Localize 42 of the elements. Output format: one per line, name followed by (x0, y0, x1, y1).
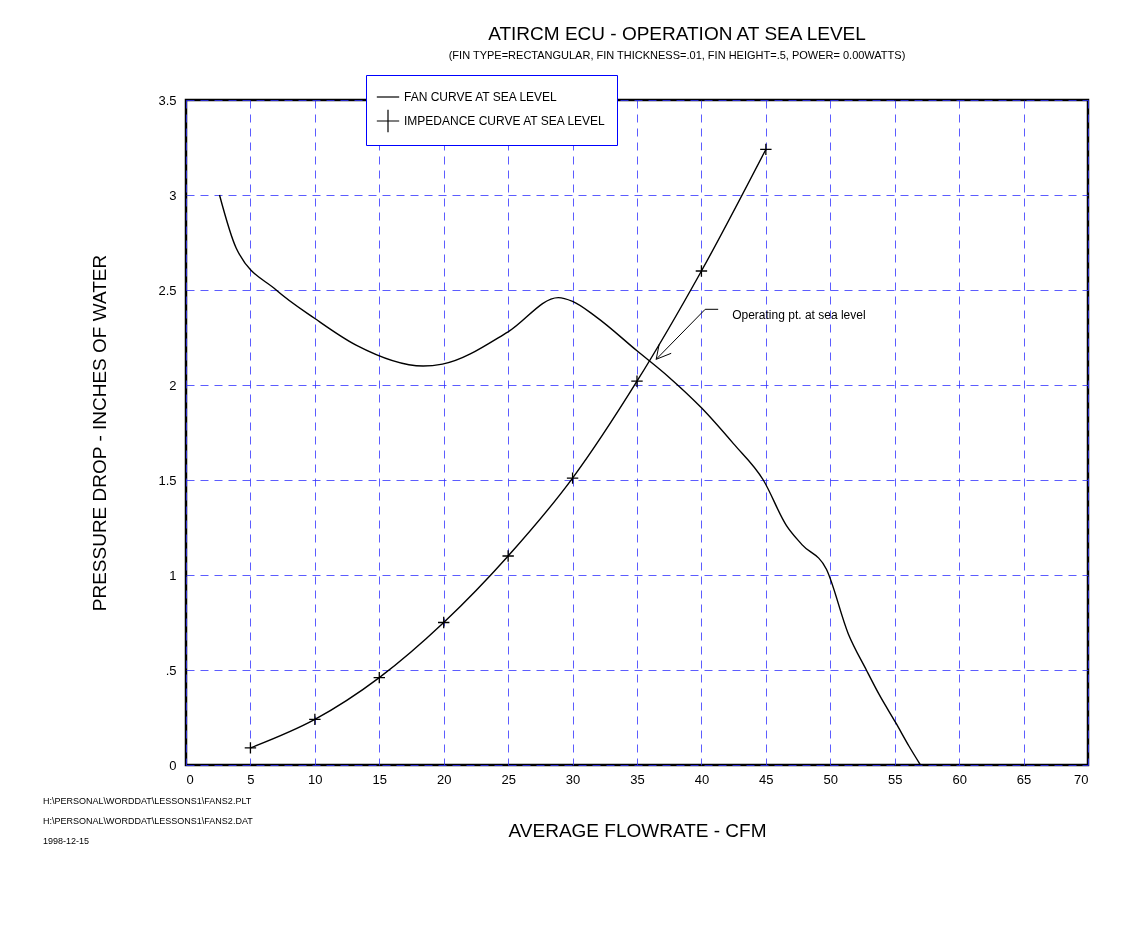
x-tick-label: 55 (887, 771, 903, 787)
text: 1998-12-15 (43, 835, 91, 848)
x-tick-label: 40 (694, 771, 710, 787)
point (759, 143, 773, 156)
chart-title: ATIRCM ECU - OPERATION AT SEA LEVEL (488, 22, 866, 44)
x-tick-label: 10 (308, 771, 323, 787)
x-tick-label: 0 (186, 771, 194, 787)
x-tick-label: 70 (1074, 771, 1089, 787)
x-tick-label: 45 (759, 771, 774, 787)
x-tick-label: 25 (501, 771, 516, 787)
point (308, 713, 322, 726)
x-tick-label: 30 (565, 771, 581, 787)
text: H:\PERSONAL\WORDDAT\LESSONS1\FANS2.DAT (43, 815, 253, 828)
x-tick-label: 35 (630, 771, 645, 787)
y-tick-label: 1.5 (158, 472, 177, 488)
chart-subtitle: (FIN TYPE=RECTANGULAR, FIN THICKNESS=.01, FIN HEIGHT=.5, POWER= 0.00WATTS) (448, 48, 906, 61)
point (501, 549, 515, 563)
y-axis-title: PRESSURE DROP - INCHES OF WATER (89, 254, 111, 612)
y-tick-label: 0 (169, 757, 177, 773)
text: H:\PERSONAL\WORDDAT\LESSONS1\FANS2.PLT (43, 795, 253, 808)
x-tick-label: 50 (823, 771, 839, 787)
y-tick-label: 1 (169, 567, 177, 583)
point (695, 264, 708, 278)
point (566, 471, 579, 485)
x-tick-label: 60 (952, 771, 967, 787)
point (437, 616, 451, 629)
y-tick-label: 3 (169, 187, 177, 203)
x-tick-label: 20 (436, 771, 452, 787)
y-tick-label: 2.5 (158, 282, 177, 298)
point (244, 741, 257, 755)
x-tick-label: 15 (372, 771, 388, 787)
annotation: Operating pt. at sea level (732, 308, 866, 323)
x-tick-label: 5 (247, 771, 255, 787)
y-tick-label: .5 (165, 662, 177, 678)
legend-label: FAN CURVE AT SEA LEVEL (404, 90, 558, 104)
point (630, 374, 644, 388)
x-axis-title: AVERAGE FLOWRATE - CFM (508, 819, 767, 841)
legend-label: IMPEDANCE CURVE AT SEA LEVEL (404, 114, 606, 128)
y-tick-label: 3.5 (158, 92, 177, 108)
point (372, 671, 386, 684)
x-tick-label: 65 (1016, 771, 1032, 787)
y-tick-label: 2 (169, 377, 177, 393)
